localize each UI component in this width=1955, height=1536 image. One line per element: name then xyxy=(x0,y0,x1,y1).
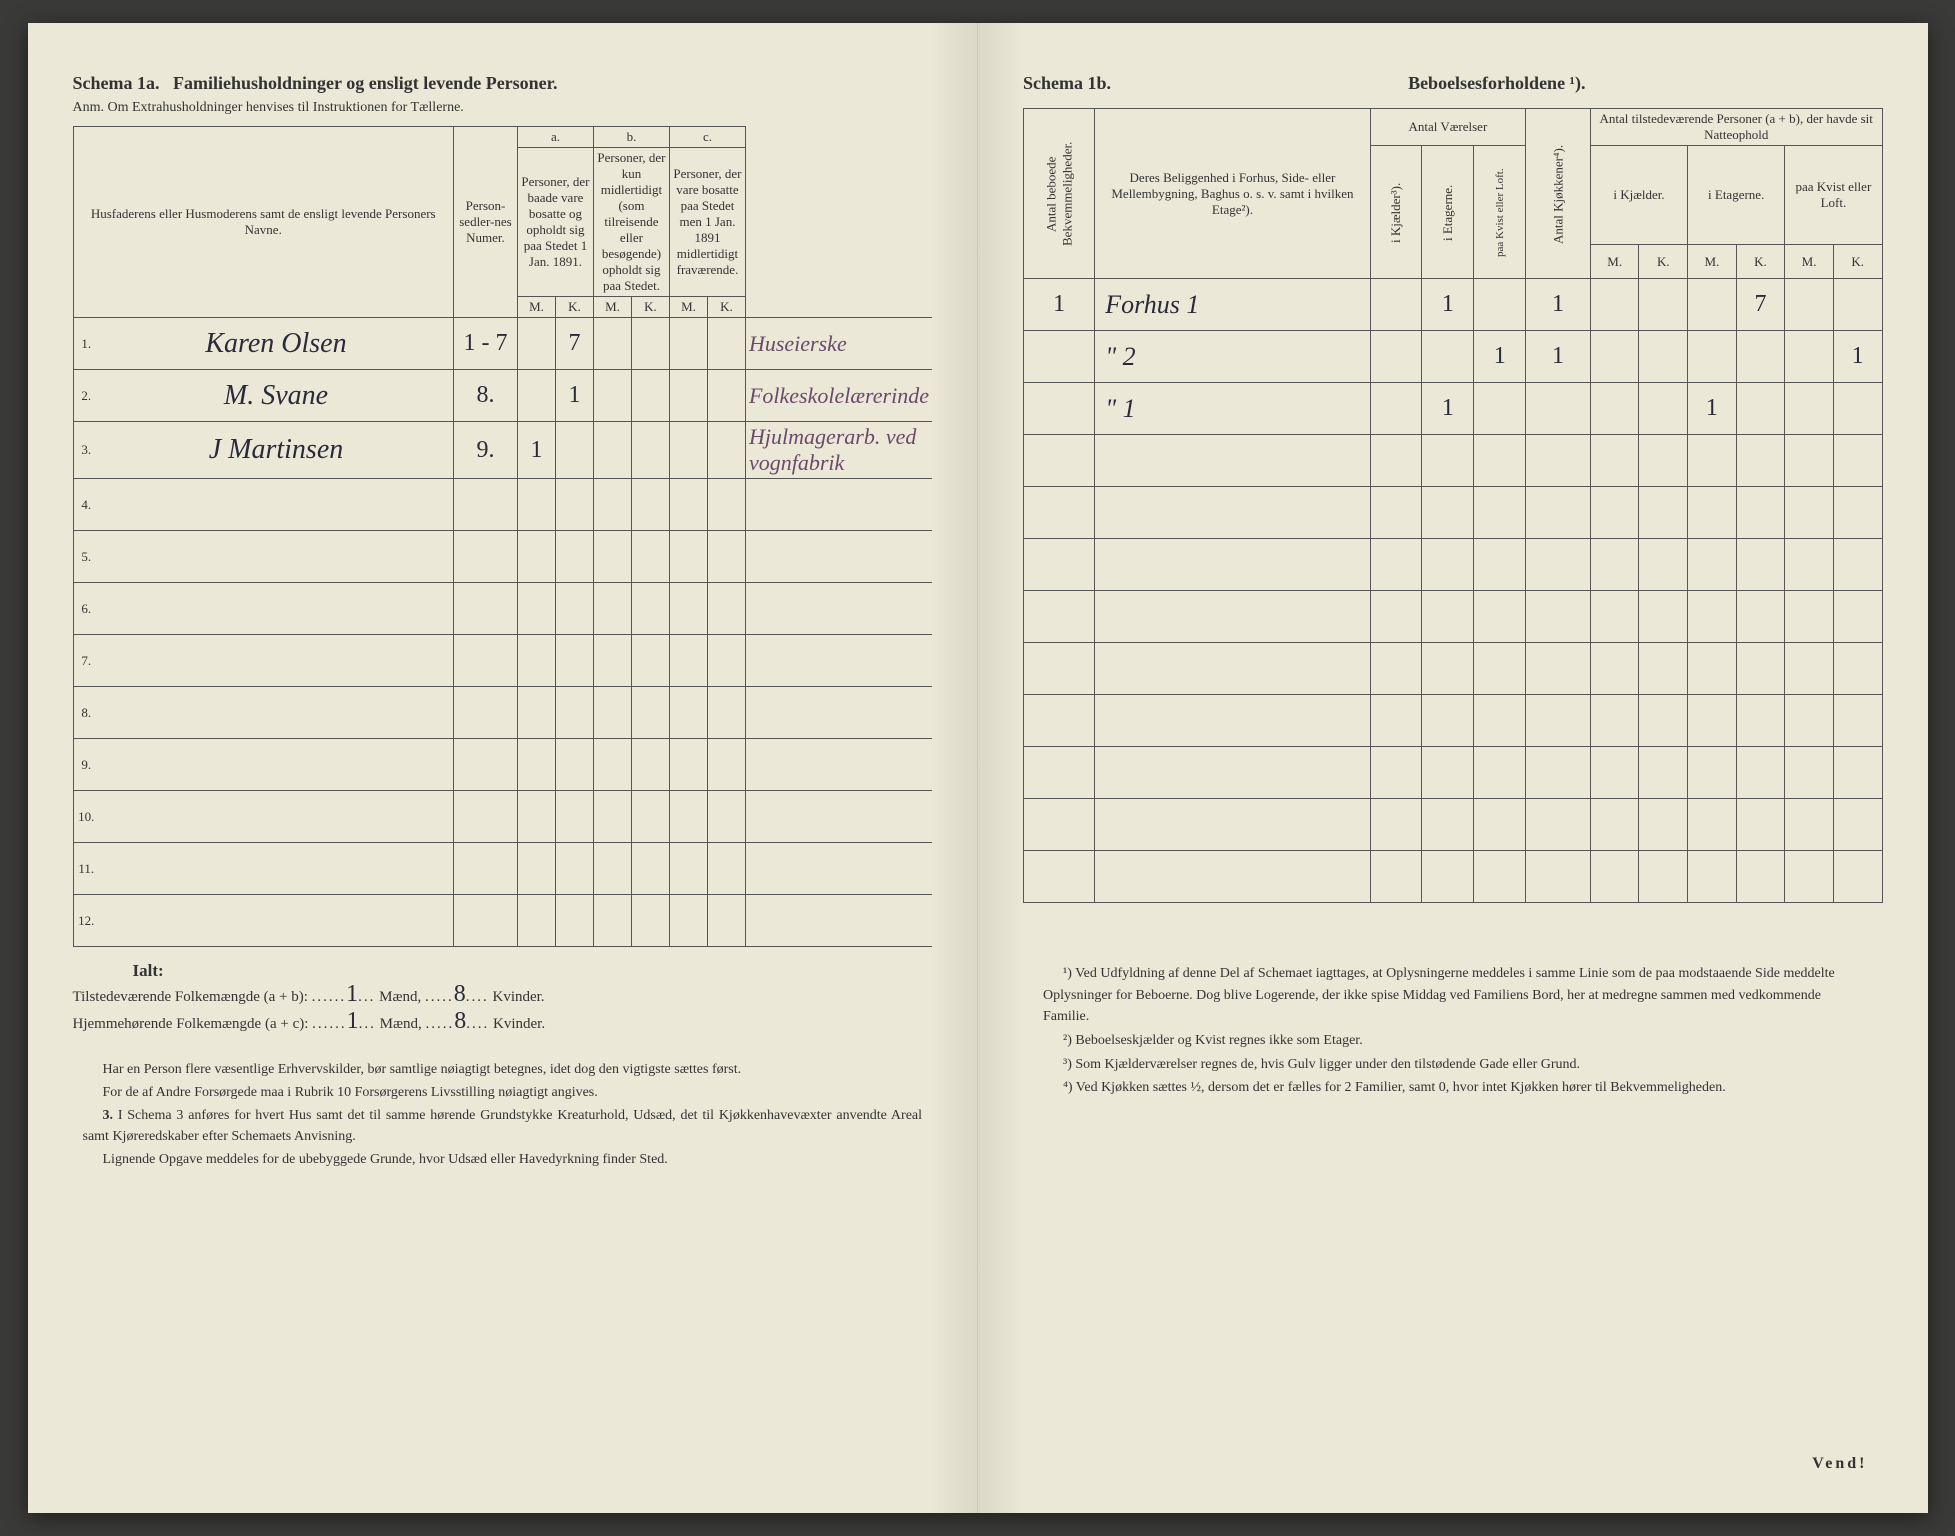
table-row: " 111 xyxy=(1024,383,1883,435)
col-b-m: M. xyxy=(593,297,631,318)
schema-1a-table: Husfaderens eller Husmoderens samt de en… xyxy=(73,126,933,947)
table-row: 4. xyxy=(73,479,932,531)
col-c-head: c. xyxy=(669,127,745,148)
col-kv: paa Kvist eller Loft. xyxy=(1474,146,1526,279)
col-person-header: Person-sedler-nes Numer. xyxy=(453,127,517,318)
note-2: For de af Andre Forsørgede maa i Rubrik … xyxy=(83,1082,923,1103)
table-row: 3.J Martinsen9.1Hjulmagerarb. ved vognfa… xyxy=(73,422,932,479)
col-kjok: Antal Kjøkkener⁴). xyxy=(1526,109,1591,279)
note-4: Lignende Opgave meddeles for de ubebygge… xyxy=(83,1149,923,1170)
table-row: 5. xyxy=(73,531,932,583)
col-pk: i Kjælder. xyxy=(1590,146,1687,245)
table-row: 6. xyxy=(73,583,932,635)
col-belig: Deres Beliggenhed i Forhus, Side- eller … xyxy=(1095,109,1370,279)
col-pe: i Etagerne. xyxy=(1688,146,1785,245)
col-vaer: Antal Værelser xyxy=(1370,109,1525,146)
ialt-label: Ialt: xyxy=(133,961,164,980)
table-row: 10. xyxy=(73,791,932,843)
col-pkv: paa Kvist eller Loft. xyxy=(1785,146,1882,245)
note-3: 3. I Schema 3 anføres for hvert Hus samt… xyxy=(83,1105,923,1147)
table-row xyxy=(1024,539,1883,591)
table-row: 1Forhus 1117 xyxy=(1024,279,1883,331)
schema-1b-table: Antal beboede Bekvemmeligheder. Deres Be… xyxy=(1023,108,1883,903)
schema-1b-label: Schema 1b. xyxy=(1023,73,1111,94)
col-pers: Antal tilstedeværende Personer (a + b), … xyxy=(1590,109,1882,146)
footnote-4: ⁴) Ved Kjøkken sættes ½, dersom det er f… xyxy=(1043,1077,1863,1099)
table-row: 7. xyxy=(73,635,932,687)
col-name-header: Husfaderens eller Husmoderens samt de en… xyxy=(73,127,453,318)
table-row: 11. xyxy=(73,843,932,895)
col-a-head: a. xyxy=(517,127,593,148)
table-row xyxy=(1024,851,1883,903)
schema-1b-subtitle: Beboelsesforholdene ¹). xyxy=(1408,73,1585,94)
col-c-k: K. xyxy=(707,297,745,318)
tilstede-row: Tilstedeværende Folkemængde (a + b): ...… xyxy=(73,981,933,1008)
table-row: 2.M. Svane8.1Folkeskolelærerinde xyxy=(73,370,932,422)
table-row xyxy=(1024,747,1883,799)
col-a-m: M. xyxy=(517,297,555,318)
col-b-k: K. xyxy=(631,297,669,318)
schema-1a-label: Schema 1a. xyxy=(73,73,160,93)
col-kj: i Kjælder³). xyxy=(1370,146,1422,279)
footnote-2: ²) Beboelseskjælder og Kvist regnes ikke… xyxy=(1043,1030,1863,1052)
left-footnotes: Har en Person flere væsentlige Erhvervsk… xyxy=(73,1059,933,1170)
schema-1b-title-row: Schema 1b. Beboelsesforholdene ¹). xyxy=(1023,73,1883,94)
col-bekv: Antal beboede Bekvemmeligheder. xyxy=(1024,109,1095,279)
table-row xyxy=(1024,487,1883,539)
footnote-1: ¹) Ved Udfyldning af denne Del af Schema… xyxy=(1043,963,1863,1028)
note-1: Har en Person flere væsentlige Erhvervsk… xyxy=(83,1059,923,1080)
col-et: i Etagerne. xyxy=(1422,146,1474,279)
census-book-spread: Schema 1a. Familiehusholdninger og ensli… xyxy=(28,23,1928,1513)
table-row: 9. xyxy=(73,739,932,791)
table-row: 12. xyxy=(73,895,932,947)
table-row xyxy=(1024,799,1883,851)
col-a-k: K. xyxy=(555,297,593,318)
schema-1a-title: Schema 1a. Familiehusholdninger og ensli… xyxy=(73,73,933,94)
ialt-section: Ialt: Tilstedeværende Folkemængde (a + b… xyxy=(73,961,933,1035)
left-page: Schema 1a. Familiehusholdninger og ensli… xyxy=(28,23,979,1513)
footnote-3: ³) Som Kjælderværelser regnes de, hvis G… xyxy=(1043,1054,1863,1076)
table-row: 1.Karen Olsen1 - 77Huseierske xyxy=(73,318,932,370)
col-b-head: b. xyxy=(593,127,669,148)
anm-note: Anm. Om Extrahusholdninger henvises til … xyxy=(73,100,933,116)
table-row xyxy=(1024,435,1883,487)
right-page: Schema 1b. Beboelsesforholdene ¹). Antal… xyxy=(978,23,1928,1513)
col-c-desc: Personer, der vare bosatte paa Stedet me… xyxy=(669,148,745,297)
table-row xyxy=(1024,591,1883,643)
col-c-m: M. xyxy=(669,297,707,318)
col-b-desc: Personer, der kun midlertidigt (som tilr… xyxy=(593,148,669,297)
table-row: " 2111 xyxy=(1024,331,1883,383)
col-a-desc: Personer, der baade vare bosatte og opho… xyxy=(517,148,593,297)
hjemme-row: Hjemmehørende Folkemængde (a + c): .....… xyxy=(73,1008,933,1035)
right-footnotes: ¹) Ved Udfyldning af denne Del af Schema… xyxy=(1023,963,1883,1099)
col-occupation-blank xyxy=(745,127,932,318)
vend-label: Vend! xyxy=(1812,1455,1867,1473)
schema-1a-subtitle: Familiehusholdninger og ensligt levende … xyxy=(173,73,558,93)
table-row xyxy=(1024,643,1883,695)
table-row: 8. xyxy=(73,687,932,739)
table-row xyxy=(1024,695,1883,747)
